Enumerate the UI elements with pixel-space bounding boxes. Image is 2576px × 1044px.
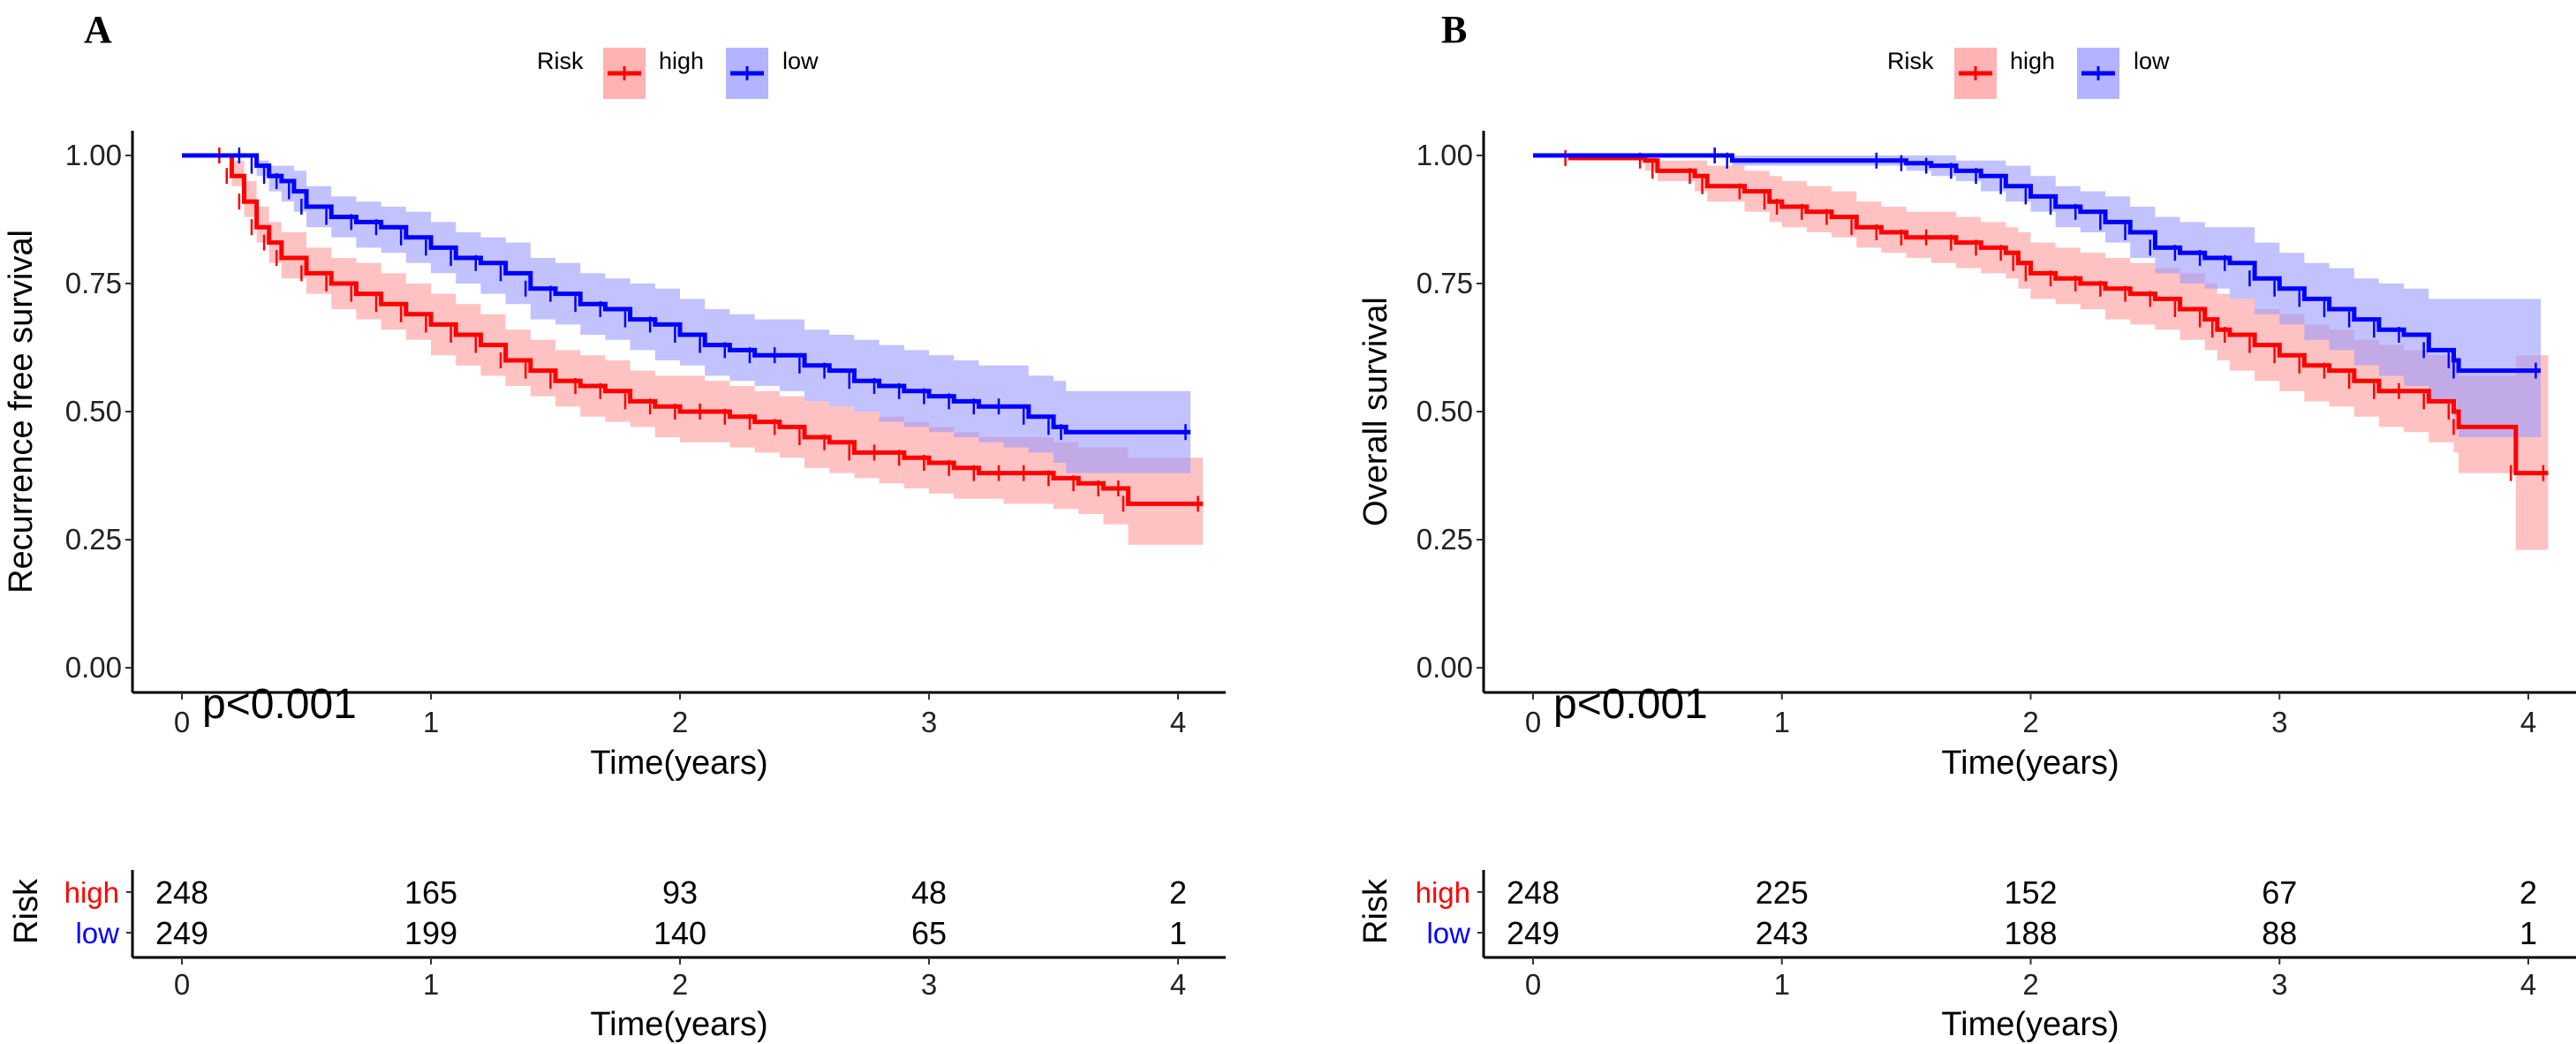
panel-a: A Risk high low 0.00 0.25 0.50 0.75 1.00 0 1 2 3… <box>3 8 1226 1043</box>
x-tick-label: 2 <box>2022 706 2038 738</box>
risk-count-low: 243 <box>1756 915 1809 951</box>
panel-label: A <box>84 8 112 51</box>
y-tick-label: 0.25 <box>65 523 122 556</box>
legend: Risk high low <box>537 48 819 99</box>
risk-count-low: 140 <box>653 915 706 951</box>
risk-count-high: 2 <box>2519 874 2537 911</box>
x-axis-title: Time(years) <box>1941 745 2119 782</box>
risk-x-tick-label: 1 <box>423 968 439 1001</box>
risk-table: high 248 225 152 67 2 low 249 243 188 88 1 0 1 2 3 4 <box>1416 870 2576 1001</box>
x-tick-label: 1 <box>423 706 439 738</box>
risk-x-tick-label: 2 <box>2022 968 2038 1001</box>
risk-table-x-title: Time(years) <box>1941 1006 2119 1043</box>
risk-count-low: 199 <box>404 915 457 951</box>
risk-count-high: 2 <box>1169 874 1187 911</box>
risk-x-tick-label: 4 <box>1170 968 1186 1001</box>
p-value-annotation: p<0.001 <box>1553 681 1708 728</box>
risk-count-high: 248 <box>1507 874 1560 911</box>
risk-count-high: 225 <box>1756 874 1809 911</box>
risk-count-low: 65 <box>911 915 947 951</box>
risk-table: high 248 165 93 48 2 low 249 199 140 65 1 0 1 2 3 4 <box>64 870 1226 1001</box>
risk-table-title: Risk <box>1357 878 1394 944</box>
risk-count-low: 249 <box>155 915 208 951</box>
risk-table-x-title: Time(years) <box>590 1006 767 1043</box>
risk-count-low: 1 <box>2519 915 2537 951</box>
risk-x-tick-label: 4 <box>2520 968 2536 1001</box>
x-tick-label: 4 <box>2520 706 2536 738</box>
plot-area: 0.00 0.25 0.50 0.75 1.00 0 1 2 3 4 <box>65 131 1226 738</box>
risk-count-low: 249 <box>1507 915 1560 951</box>
risk-row-label-high: high <box>1416 876 1470 909</box>
risk-count-high: 93 <box>662 874 698 911</box>
x-tick-label: 0 <box>1525 706 1541 738</box>
y-tick-label: 1.00 <box>1416 139 1473 171</box>
legend: Risk high low <box>1887 48 2170 99</box>
risk-count-high: 248 <box>155 874 208 911</box>
plot-area: 0.00 0.25 0.50 0.75 1.00 0 1 2 3 4 <box>1416 131 2576 738</box>
x-axis-title: Time(years) <box>590 745 767 782</box>
legend-label-high: high <box>2010 48 2055 74</box>
risk-x-tick-label: 2 <box>672 968 688 1001</box>
panel-b: B Risk high low 0.00 0.25 0.50 0.75 1.00 0 1 2 3… <box>1357 8 2576 1043</box>
risk-table-title: Risk <box>8 878 45 944</box>
risk-x-tick-label: 3 <box>921 968 937 1001</box>
x-tick-label: 2 <box>672 706 688 738</box>
ci-band-low <box>1533 155 2542 437</box>
y-tick-label: 0.50 <box>65 395 122 427</box>
y-tick-label: 1.00 <box>65 139 122 171</box>
y-tick-label: 0.75 <box>1416 267 1473 299</box>
panel-label: B <box>1441 8 1467 51</box>
y-axis-title: Overall survival <box>1357 297 1394 526</box>
y-tick-label: 0.00 <box>1416 651 1473 684</box>
risk-x-tick-label: 0 <box>174 968 190 1001</box>
legend-label-low: low <box>782 48 819 74</box>
risk-count-high: 67 <box>2262 874 2297 911</box>
legend-title: Risk <box>1887 48 1934 74</box>
risk-count-low: 188 <box>2004 915 2057 951</box>
ci-band-high <box>1533 155 2549 550</box>
risk-row-label-low: low <box>1426 917 1470 949</box>
legend-label-high: high <box>659 48 704 74</box>
risk-x-tick-label: 0 <box>1525 968 1541 1001</box>
y-axis-title: Recurrence free survival <box>3 230 40 594</box>
risk-x-tick-label: 1 <box>1774 968 1790 1001</box>
x-tick-label: 3 <box>2271 706 2287 738</box>
x-tick-label: 1 <box>1774 706 1790 738</box>
x-tick-label: 4 <box>1170 706 1186 738</box>
survival-curve-low <box>182 153 1191 435</box>
x-tick-label: 3 <box>921 706 937 738</box>
ci-band-low <box>182 155 1191 473</box>
y-tick-label: 0.75 <box>65 267 122 299</box>
legend-label-low: low <box>2134 48 2170 74</box>
risk-count-high: 152 <box>2004 874 2057 911</box>
ci-band-high <box>182 155 1204 545</box>
risk-count-low: 88 <box>2262 915 2297 951</box>
risk-count-low: 1 <box>1169 915 1187 951</box>
y-tick-label: 0.25 <box>1416 523 1473 556</box>
risk-count-high: 165 <box>404 874 457 911</box>
y-tick-label: 0.50 <box>1416 395 1473 427</box>
y-tick-label: 0.00 <box>65 651 122 684</box>
x-tick-label: 0 <box>174 706 190 738</box>
survival-curve-high <box>1533 153 2549 476</box>
p-value-annotation: p<0.001 <box>202 681 357 728</box>
survival-curve-high <box>182 153 1204 506</box>
legend-title: Risk <box>537 48 584 74</box>
risk-row-label-low: low <box>75 917 119 949</box>
risk-x-tick-label: 3 <box>2271 968 2287 1001</box>
risk-row-label-high: high <box>64 876 119 909</box>
risk-count-high: 48 <box>911 874 947 911</box>
